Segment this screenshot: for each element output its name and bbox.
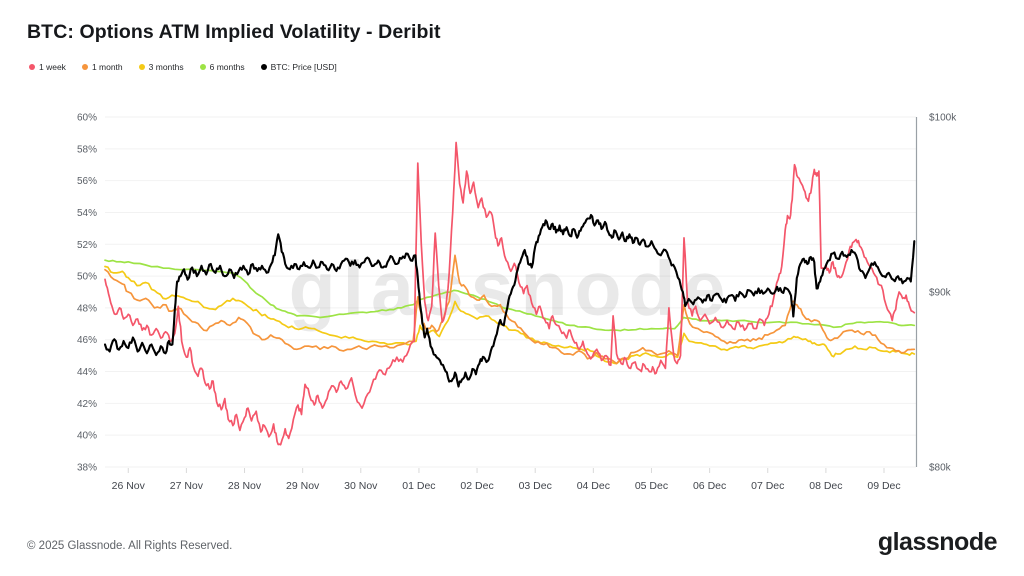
x-tick-label: 02 Dec xyxy=(460,480,493,492)
legend-label-1-week: 1 week xyxy=(39,62,66,72)
left-axis-tick-label: 40% xyxy=(77,431,97,442)
series-line-btc-price xyxy=(104,213,916,388)
x-tick-label: 04 Dec xyxy=(577,480,610,492)
left-axis-tick-label: 42% xyxy=(77,399,97,410)
legend-label-6-months: 6 months xyxy=(209,62,245,72)
left-axis-tick-label: 46% xyxy=(77,335,97,346)
legend-dot-1-month xyxy=(81,64,88,70)
x-tick-label: 01 Dec xyxy=(402,480,435,492)
footer-copyright: © 2025 Glassnode. All Rights Reserved. xyxy=(27,540,233,552)
left-axis-tick-label: 38% xyxy=(77,463,97,474)
left-axis-tick-label: 44% xyxy=(77,367,97,378)
left-axis-tick-label: 54% xyxy=(77,208,97,219)
x-tick-label: 30 Nov xyxy=(344,480,378,492)
x-tick-label: 08 Dec xyxy=(809,480,842,492)
legend-item-1-month[interactable]: 1 month xyxy=(81,62,123,72)
left-axis-tick-label: 58% xyxy=(77,144,97,155)
glassnode-logo: glassnode xyxy=(877,528,998,556)
right-axis-tick-label: $90k xyxy=(929,288,952,299)
x-tick-label: 27 Nov xyxy=(170,480,204,492)
legend-label-btc-price: BTC: Price [USD] xyxy=(270,62,337,72)
series-line-1-week xyxy=(104,141,916,446)
series-line-3-months xyxy=(104,265,916,365)
legend-item-1-week[interactable]: 1 week xyxy=(29,62,66,72)
left-axis-tick-label: 56% xyxy=(77,176,97,187)
chart-title: BTC: Options ATM Implied Volatility - De… xyxy=(27,21,441,43)
left-axis-tick-label: 60% xyxy=(77,113,97,124)
legend-label-1-month: 1 month xyxy=(91,62,123,72)
legend-item-3-months[interactable]: 3 months xyxy=(138,62,184,72)
x-tick-label: 07 Dec xyxy=(751,480,784,492)
left-axis-tick-label: 50% xyxy=(77,272,97,283)
x-tick-label: 09 Dec xyxy=(867,480,900,492)
legend: 1 week 1 month 3 months 6 months BTC: Price … xyxy=(29,62,337,72)
legend-dot-6-months xyxy=(199,64,206,70)
legend-dot-3-months xyxy=(138,64,145,70)
left-axis-tick-label: 48% xyxy=(77,303,97,314)
x-tick-label: 05 Dec xyxy=(635,480,668,492)
legend-dot-btc-price xyxy=(260,64,267,70)
x-tick-label: 29 Nov xyxy=(286,480,320,492)
x-tick-label: 06 Dec xyxy=(693,480,726,492)
legend-item-6-months[interactable]: 6 months xyxy=(199,62,245,72)
x-tick-label: 26 Nov xyxy=(112,480,146,492)
left-axis-tick-label: 52% xyxy=(77,240,97,251)
x-tick-label: 03 Dec xyxy=(519,480,552,492)
series-line-1-month xyxy=(104,254,916,365)
right-axis-tick-label: $100k xyxy=(929,113,957,124)
legend-dot-1-week xyxy=(29,64,35,70)
plot-area[interactable] xyxy=(105,117,916,467)
right-axis-tick-label: $80k xyxy=(929,463,952,474)
legend-label-3-months: 3 months xyxy=(148,62,184,72)
legend-item-btc-price[interactable]: BTC: Price [USD] xyxy=(260,62,337,72)
x-tick-label: 28 Nov xyxy=(228,480,262,492)
